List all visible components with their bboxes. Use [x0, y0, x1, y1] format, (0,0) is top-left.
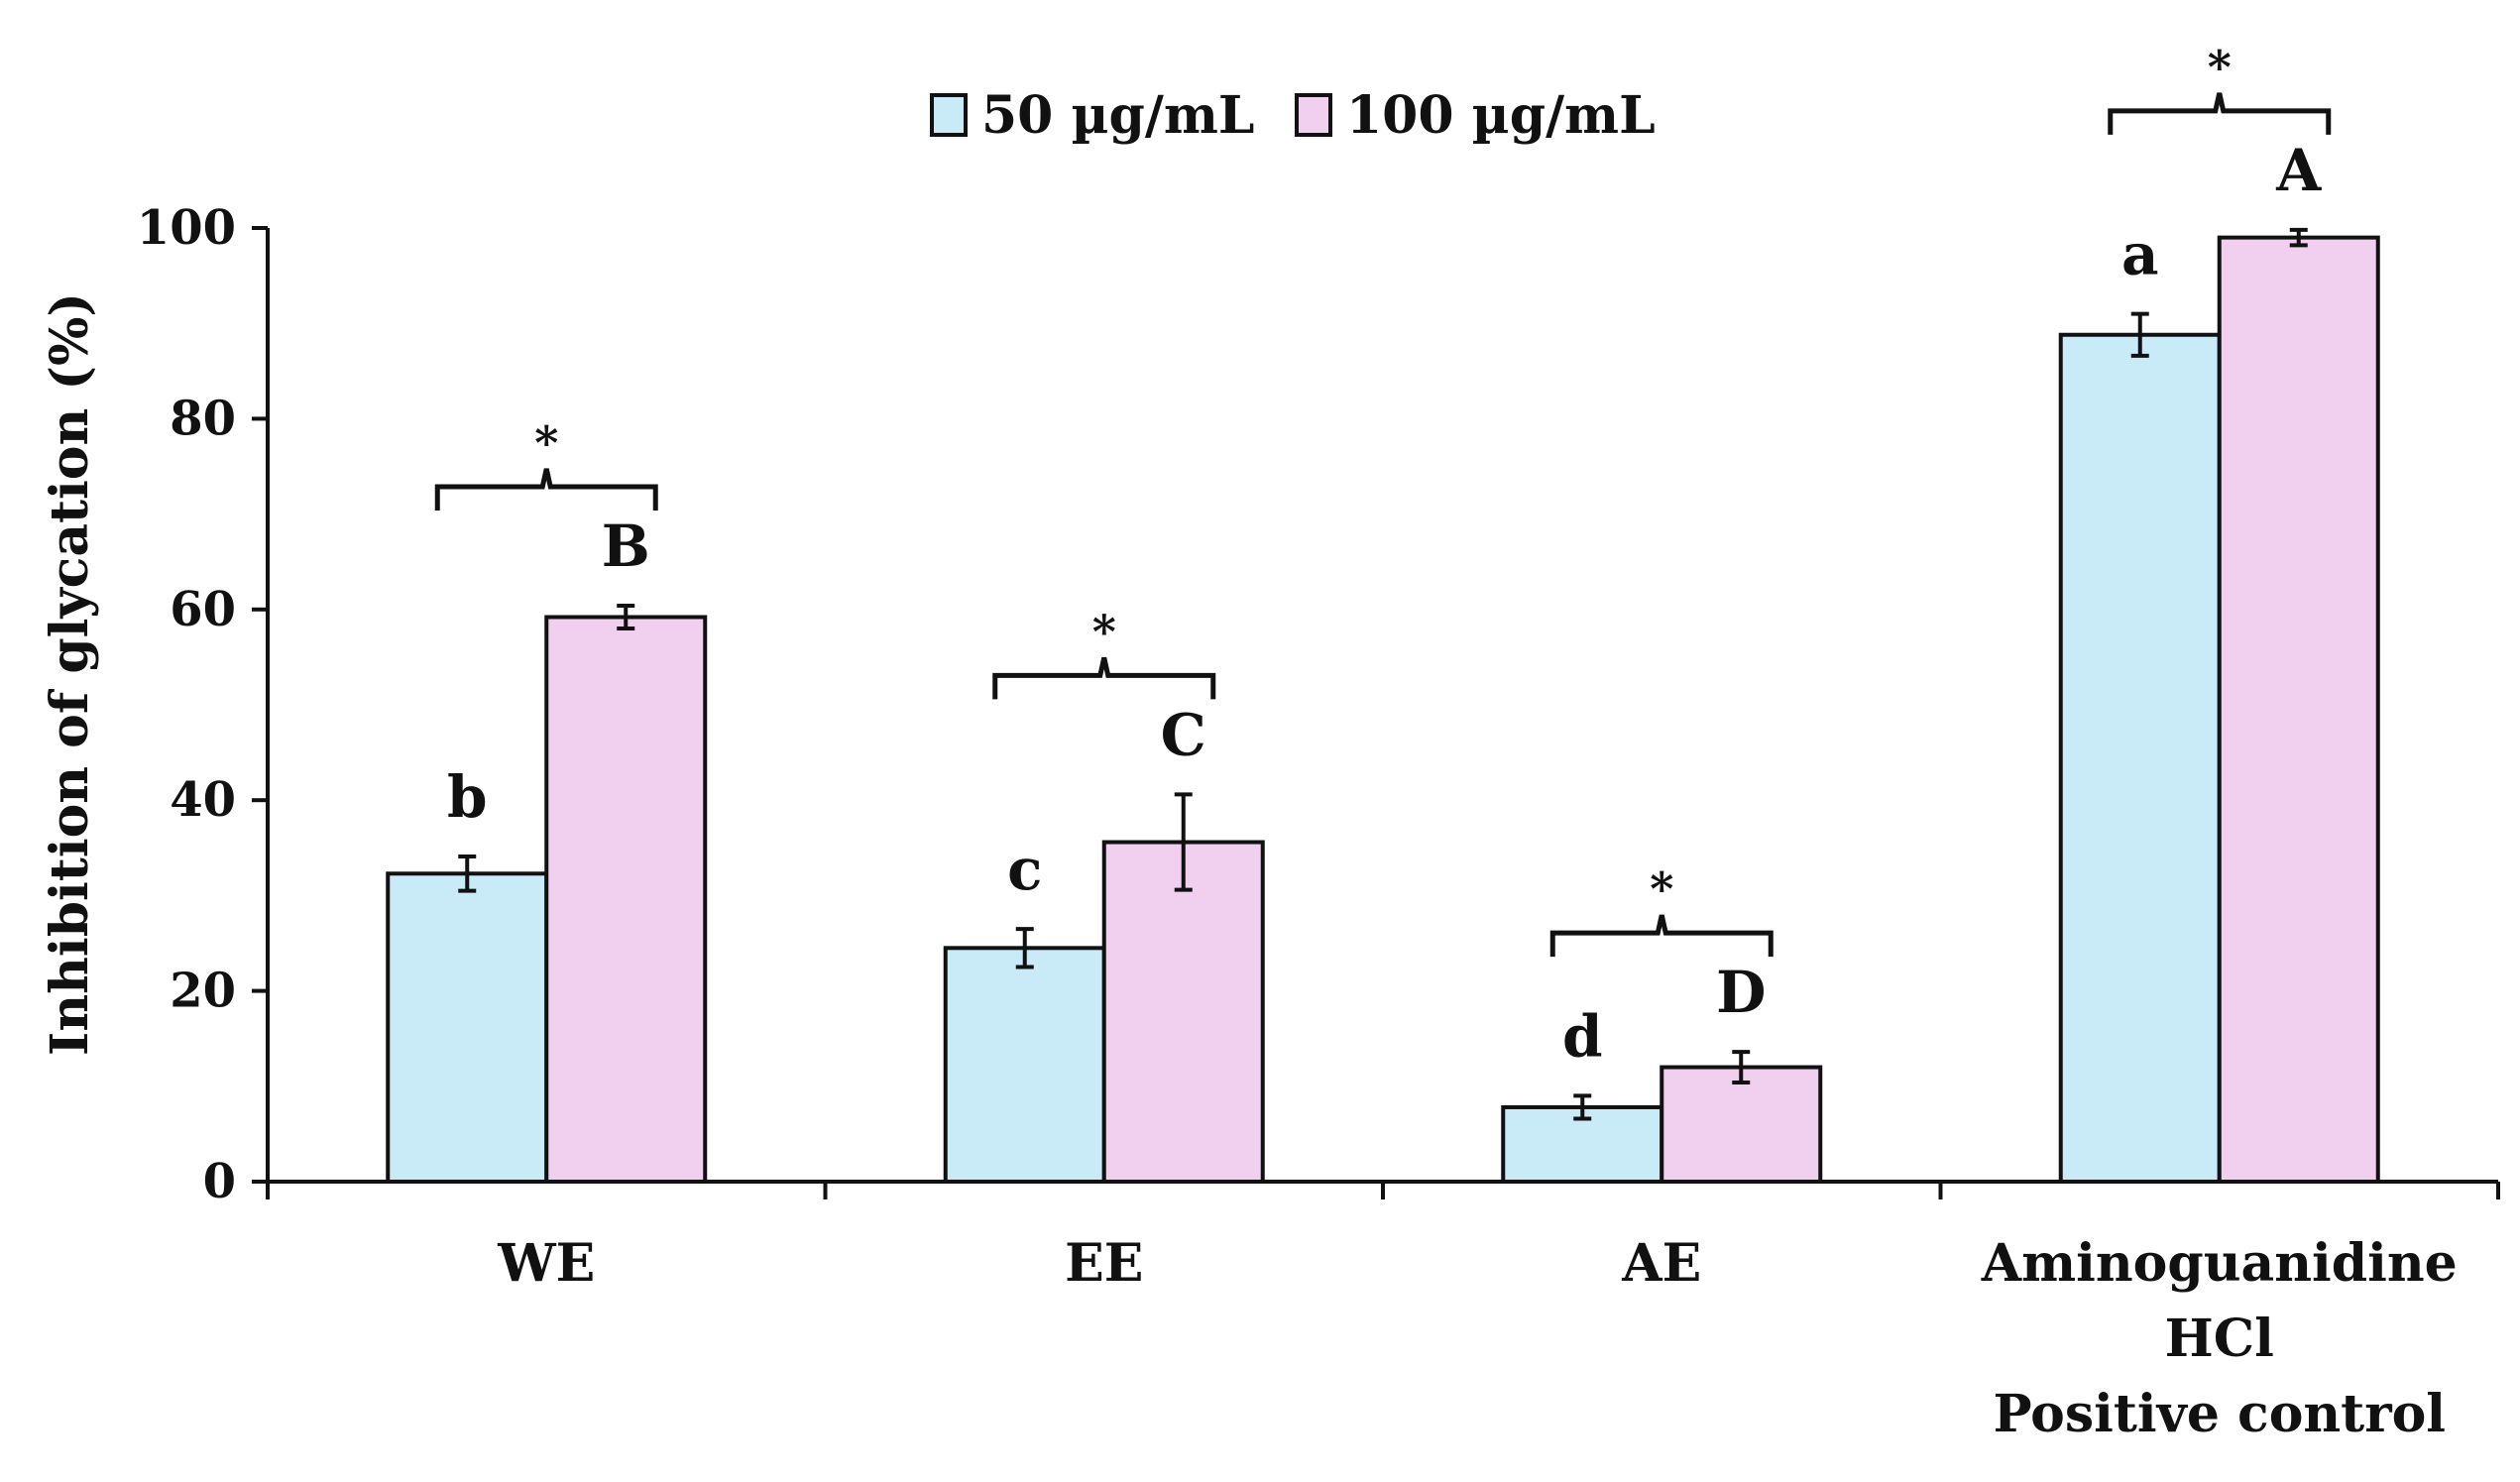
legend: 50 µg/mL 100 µg/mL: [930, 85, 1656, 146]
significance-letter: D: [1716, 959, 1766, 1026]
y-tick-label: 0: [203, 1154, 236, 1209]
bar-100-2: [1660, 1065, 1823, 1185]
bar-50-3: [2058, 332, 2222, 1184]
bar-100-3: [2217, 235, 2380, 1184]
bar-100-1: [1101, 840, 1265, 1184]
x-category-label: HCl: [2165, 1309, 2274, 1369]
y-tick-label: 100: [137, 200, 236, 256]
significance-star: *: [534, 416, 558, 470]
significance-bracket: [1549, 914, 1774, 958]
x-category-label: WE: [497, 1233, 595, 1294]
y-tick-label: 40: [170, 772, 236, 828]
significance-letter: C: [1161, 701, 1206, 768]
legend-label: 50 µg/mL: [981, 85, 1254, 146]
significance-star: *: [1650, 862, 1673, 916]
significance-bracket: [434, 468, 658, 511]
bar-100-0: [544, 615, 708, 1184]
y-tick-label: 60: [170, 582, 236, 637]
significance-bracket: [2108, 92, 2332, 135]
y-axis-label: Inhibition of glycation (%): [40, 292, 100, 1056]
significance-letter: A: [2275, 137, 2322, 204]
x-category-label: Positive control: [1993, 1384, 2446, 1444]
bar-50-0: [386, 871, 549, 1184]
bar-50-1: [943, 946, 1106, 1184]
y-tick-label: 20: [170, 964, 236, 1019]
axes: 0 20 40 60 80 100 WE EE AE Aminoguanidine HCl Posit…: [137, 200, 2500, 1444]
bars: [386, 227, 2380, 1185]
annotations: b Bc Cd Da A * * * *: [434, 41, 2332, 1070]
x-category-label: EE: [1065, 1233, 1143, 1294]
significance-letter: c: [1007, 836, 1042, 903]
x-category-label: Aminoguanidine: [1981, 1233, 2458, 1294]
significance-letter: a: [2121, 221, 2159, 288]
y-tick-label: 80: [170, 391, 236, 446]
legend-swatch-50: [930, 93, 968, 137]
legend-label: 100 µg/mL: [1346, 85, 1656, 146]
legend-swatch-100: [1295, 93, 1332, 137]
significance-letter: B: [602, 513, 650, 580]
x-category-label: AE: [1621, 1233, 1701, 1294]
significance-letter: d: [1562, 1002, 1603, 1070]
significance-letter: b: [447, 763, 488, 831]
significance-star: *: [1092, 605, 1116, 658]
significance-bracket: [992, 656, 1216, 700]
significance-star: *: [2208, 41, 2232, 94]
